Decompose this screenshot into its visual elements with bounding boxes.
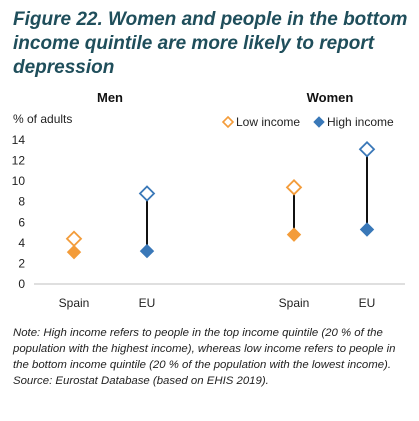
filled-diamond-point (286, 227, 302, 242)
y-tick-label: 14 (12, 133, 26, 147)
legend-low-income-marker (221, 115, 235, 129)
filled-diamond-point (66, 244, 82, 260)
hollow-diamond-point (138, 185, 156, 202)
legend-high-income-marker (313, 116, 325, 128)
x-tick-label: Spain (59, 296, 90, 310)
y-tick-label: 2 (18, 256, 25, 270)
hollow-diamond-point (65, 230, 83, 248)
y-tick-label: 6 (18, 215, 25, 229)
figure-notes: Note: High income refers to people in th… (13, 325, 413, 389)
axis-layer: % of adults 0 2 4 6 8 10 12 14 (12, 112, 405, 291)
filled-diamond-point (359, 222, 375, 237)
y-tick-label: 12 (12, 154, 26, 168)
depression-dot-chart: % of adults 0 2 4 6 8 10 12 14 Men Women Low inco… (0, 84, 419, 320)
figure-title: Figure 22. Women and people in the botto… (13, 9, 408, 78)
panel-title: Women (307, 90, 354, 105)
note-text: Note: High income refers to people in th… (13, 327, 396, 371)
hollow-diamond-point (358, 140, 376, 158)
y-tick-label: 8 (18, 195, 25, 209)
data-marks (65, 140, 376, 260)
x-tick-label: EU (359, 296, 376, 310)
legend-low-income-label: Low income (236, 115, 300, 129)
x-tick-label: EU (139, 296, 156, 310)
legend-high-income-label: High income (327, 115, 394, 129)
filled-diamond-point (139, 243, 155, 259)
y-tick-label: 0 (18, 277, 25, 291)
y-tick-label: 10 (12, 174, 26, 188)
hollow-diamond-point (285, 179, 303, 196)
x-tick-label: Spain (279, 296, 310, 310)
source-text: Source: Eurostat Database (based on EHIS… (13, 375, 269, 387)
chart-svg: % of adults 0 2 4 6 8 10 12 14 Men Women Low inco… (12, 90, 405, 310)
panel-title: Men (97, 90, 123, 105)
y-tick-label: 4 (18, 236, 25, 250)
y-axis-label: % of adults (13, 112, 72, 126)
x-tick-labels: Spain EU Spain EU (59, 296, 376, 310)
legend: Low income High income (221, 115, 394, 129)
panel-titles: Men Women (97, 90, 353, 105)
